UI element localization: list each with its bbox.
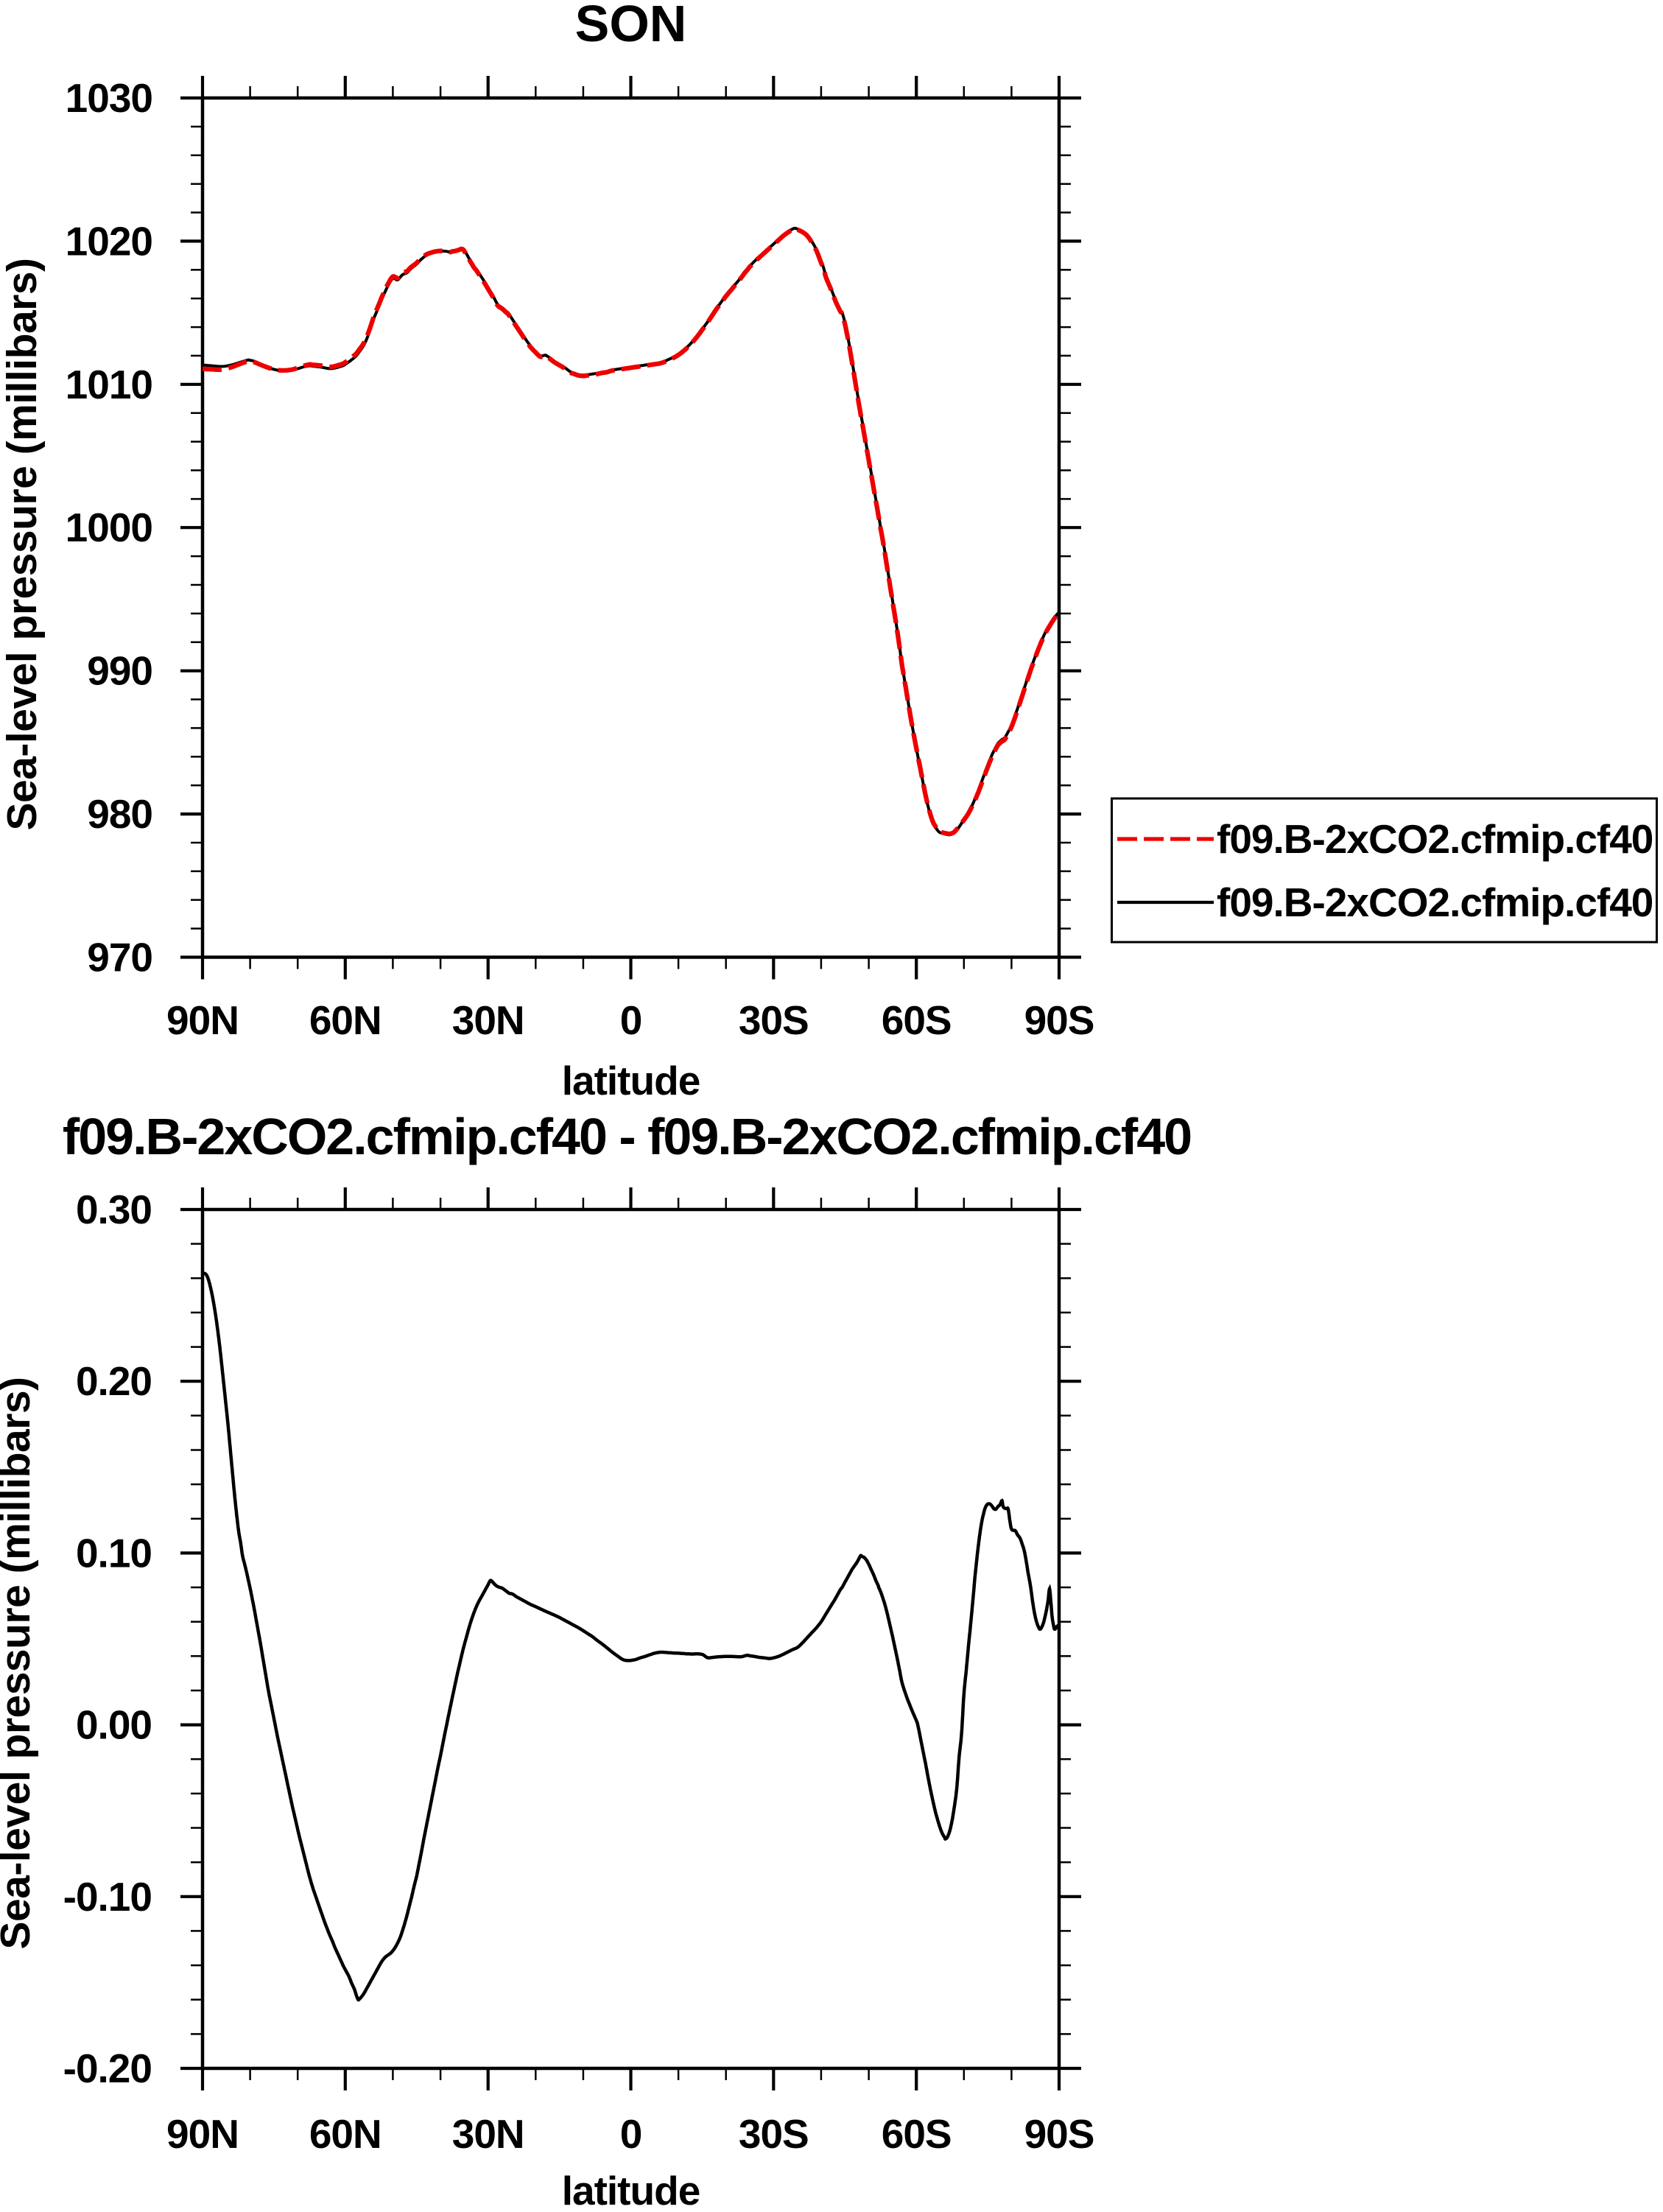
svg-text:1020: 1020 [66,218,152,264]
svg-text:Sea-level pressure (millibars): Sea-level pressure (millibars) [0,258,46,830]
svg-text:90N: 90N [166,2111,239,2157]
svg-text:1010: 1010 [66,362,152,407]
svg-text:30S: 30S [739,997,809,1043]
svg-text:0.30: 0.30 [76,1187,152,1232]
svg-text:1030: 1030 [66,75,152,121]
svg-text:-0.10: -0.10 [63,1874,152,1920]
svg-text:90N: 90N [166,997,239,1043]
svg-text:60S: 60S [882,997,952,1043]
svg-text:980: 980 [87,791,152,837]
svg-text:SON: SON [575,0,687,52]
svg-text:970: 970 [87,935,152,980]
svg-text:0.00: 0.00 [76,1702,152,1748]
svg-text:1000: 1000 [66,505,152,550]
svg-text:f09.B-2xCO2.cfmip.cf40: f09.B-2xCO2.cfmip.cf40 [1217,879,1653,925]
svg-text:0: 0 [620,997,642,1043]
svg-text:latitude: latitude [562,2168,700,2212]
svg-text:60S: 60S [882,2111,952,2157]
svg-text:90S: 90S [1024,997,1094,1043]
svg-text:30S: 30S [739,2111,809,2157]
svg-text:30N: 30N [452,997,524,1043]
svg-text:f09.B-2xCO2.cfmip.cf40 - f09.B: f09.B-2xCO2.cfmip.cf40 - f09.B-2xCO2.cfm… [63,1108,1191,1165]
svg-text:990: 990 [87,648,152,694]
svg-text:60N: 60N [309,997,382,1043]
svg-text:Sea-level pressure (millibars): Sea-level pressure (millibars) [0,1377,39,1949]
svg-text:0.20: 0.20 [76,1358,152,1404]
svg-text:60N: 60N [309,2111,382,2157]
svg-text:f09.B-2xCO2.cfmip.cf40: f09.B-2xCO2.cfmip.cf40 [1217,816,1653,862]
svg-text:90S: 90S [1024,2111,1094,2157]
svg-text:0.10: 0.10 [76,1530,152,1576]
svg-text:latitude: latitude [562,1058,700,1103]
svg-text:0: 0 [620,2111,642,2157]
svg-text:-0.20: -0.20 [63,2046,152,2091]
svg-text:30N: 30N [452,2111,524,2157]
